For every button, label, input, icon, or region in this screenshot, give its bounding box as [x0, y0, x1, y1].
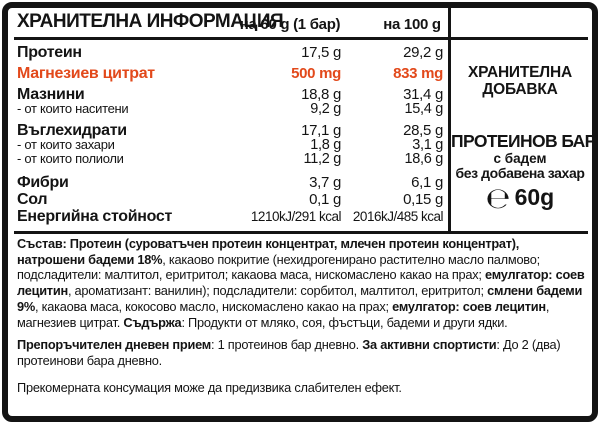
table-row: Фибри 3,7 g 6,1 g [17, 174, 443, 194]
warning-paragraph: Прекомерната консумация може да предизви… [17, 379, 402, 395]
value-per-60g: 9,2 g [310, 101, 341, 117]
nutrient-label: Енергийна стойност [17, 208, 173, 225]
text-segment: : До 2 (два) протеинови бара дневно. [17, 337, 561, 368]
nutrition-table: Протеин 17,5 g 29,2 g Магнезиев цитрат 500 m… [17, 44, 444, 228]
bold-text-segment: емулгатор: соев лецитин [17, 267, 585, 299]
table-row: Въглехидрати 17,1 g 28,5 g [17, 122, 443, 142]
no-added-sugar-claim: без добавена захар [455, 165, 585, 181]
sidebar: ХРАНИТЕЛНА ДОБАВКА ПРОТЕИНОВ БАР с бадем… [451, 0, 596, 234]
bold-text-segment: смлени бадеми 9% [17, 283, 583, 314]
value-per-60g: 17,1 g [301, 122, 341, 139]
nutrient-label: - от които наситени [17, 101, 129, 116]
value-per-60g: 0,1 g [309, 191, 341, 208]
bold-text-segment: За активни спортисти [362, 337, 497, 353]
text-segment: , магнезиев цитрат. [17, 298, 550, 330]
supplement-label: ХРАНИТЕЛНА ДОБАВКА [468, 64, 572, 98]
value-per-100g: 28,5 g [403, 122, 443, 139]
table-bottom-divider [14, 231, 588, 234]
text-segment: , какаова маса, кокосово масло, нискомас… [35, 298, 393, 314]
label-border [2, 2, 598, 422]
value-per-60g: 500 mg [291, 65, 341, 82]
nutrient-label: Въглехидрати [17, 122, 127, 139]
nutrient-label: Протеин [17, 44, 82, 61]
net-weight-value: 60g [514, 184, 555, 210]
bold-text-segment: емулгатор: соев лецитин [392, 298, 546, 314]
nutrient-label: Магнезиев цитрат [17, 65, 155, 82]
text-segment: , ароматизант: ванилин); подсладители: с… [67, 283, 488, 299]
text-section: Състав: Протеин (суроватъчен протеин кон… [17, 236, 588, 395]
nutrient-label: Фибри [17, 174, 69, 191]
nutrient-label: Мазнини [17, 86, 85, 103]
daily-intake-paragraph: Препоръчителен дневен прием: 1 протеинов… [17, 337, 588, 368]
table-row: Магнезиев цитрат 500 mg 833 mg [17, 65, 443, 85]
value-per-60g: 1,8 g [310, 137, 341, 153]
product-name: ПРОТЕИНОВ БАР [451, 131, 596, 151]
value-per-100g: 3,1 g [412, 137, 443, 153]
table-title: ХРАНИТЕЛНА ИНФОРМАЦИЯ [17, 11, 284, 32]
table-row: - от които полиоли 11,2 g 18,6 g [17, 151, 443, 167]
value-per-100g: 31,4 g [403, 86, 443, 103]
value-per-100g: 2016kJ/485 kcal [352, 209, 444, 224]
bold-text-segment: Състав: Протеин (суроватъчен протеин кон… [17, 236, 520, 267]
table-row: Енергийна стойност 1210kJ/291 kcal 2016kJ/… [17, 208, 444, 228]
value-per-100g: 29,2 g [403, 44, 443, 61]
header-divider [14, 37, 588, 40]
value-per-60g: 11,2 g [303, 151, 342, 167]
column-header-per-60g: на 60 g (1 бар) [239, 16, 341, 33]
table-row: Мазнини 18,8 g 31,4 g [17, 86, 443, 106]
bold-text-segment: Препоръчителен дневен прием [17, 337, 212, 353]
product-variant: с бадем [493, 151, 547, 166]
estimated-sign-icon: ℮ [485, 181, 511, 215]
value-per-100g: 0,15 g [403, 191, 443, 208]
net-weight: ℮ 60g [451, 181, 589, 215]
value-per-100g: 18,6 g [404, 151, 443, 167]
column-header-per-100g: на 100 g [383, 16, 441, 33]
text-segment: , какаово покритие (нехидрогенирано раст… [17, 251, 540, 283]
table-row: Протеин 17,5 g 29,2 g [17, 44, 443, 64]
value-per-60g: 17,5 g [301, 44, 341, 61]
table-row: - от които захари 1,8 g 3,1 g [17, 137, 443, 153]
sidebar-divider [448, 8, 451, 234]
text-segment: : 1 протеинов бар дневно. [211, 337, 363, 353]
value-per-100g: 833 mg [393, 65, 443, 82]
nutrient-label: Сол [17, 191, 48, 208]
value-per-100g: 15,4 g [404, 101, 443, 117]
table-row: Сол 0,1 g 0,15 g [17, 191, 443, 211]
value-per-60g: 3,7 g [309, 174, 341, 191]
value-per-60g: 18,8 g [301, 86, 341, 103]
table-row: - от които наситени 9,2 g 15,4 g [17, 101, 443, 117]
value-per-100g: 6,1 g [411, 174, 443, 191]
composition-paragraph: Състав: Протеин (суроватъчен протеин кон… [17, 236, 588, 330]
bold-text-segment: Съдържа [123, 314, 182, 330]
text-segment: : Продукти от мляко, соя, фъстъци, бадем… [181, 314, 508, 330]
nutrient-label: - от които полиоли [17, 151, 124, 166]
nutrient-label: - от които захари [17, 137, 115, 152]
value-per-60g: 1210kJ/291 kcal [250, 209, 342, 224]
